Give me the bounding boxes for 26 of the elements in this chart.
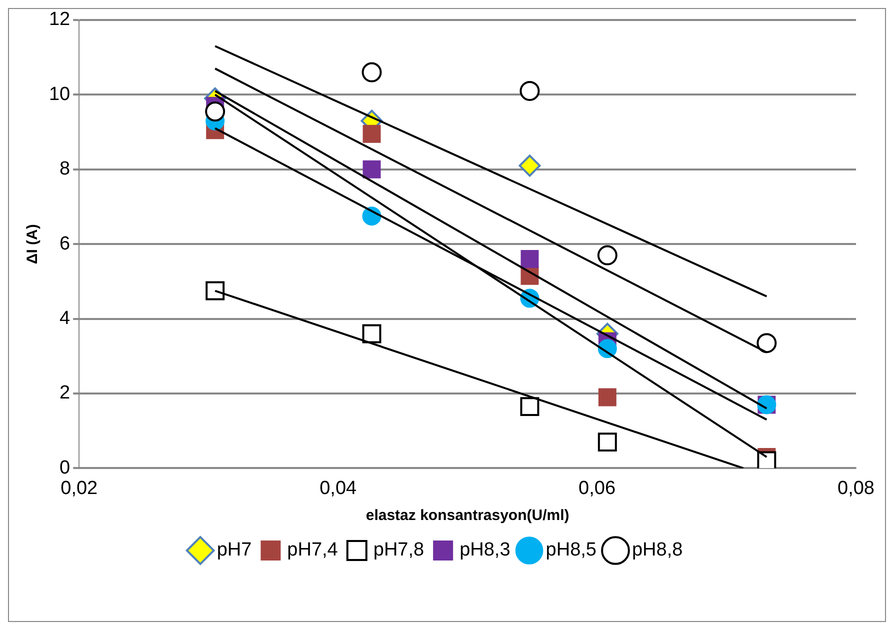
point (520, 250, 539, 268)
y-tick-label: 2 (60, 382, 70, 404)
x-axis-title: elastaz konsantrasyon(U/ml) (366, 507, 570, 524)
y-tick-label: 8 (60, 158, 70, 180)
point (518, 154, 541, 177)
legend-label: pH8,8 (632, 540, 683, 561)
point (362, 124, 381, 143)
y-tick-label: 12 (48, 9, 70, 30)
point (205, 102, 226, 122)
point (757, 451, 776, 468)
legend-label: pH8,5 (546, 540, 596, 561)
x-tick-label: 0,04 (320, 478, 358, 499)
legend-label: pH7 (216, 540, 252, 561)
legend-label: pH7,4 (287, 540, 338, 561)
y-tick-label: 6 (60, 233, 70, 254)
y-axis-title: ΔI (A) (24, 224, 42, 264)
y-tick-label: 10 (48, 84, 70, 105)
y-tick-label: 0 (60, 457, 70, 478)
point (598, 388, 616, 406)
y-tick-label: 4 (60, 308, 71, 330)
x-tick-label: 0,06 (578, 478, 616, 499)
point (362, 160, 381, 178)
legend-label: pH7,8 (373, 540, 424, 561)
x-tick-label: 0,08 (838, 478, 874, 499)
x-tick-label: 0,02 (60, 478, 98, 499)
legend-label: pH8,3 (460, 540, 510, 561)
